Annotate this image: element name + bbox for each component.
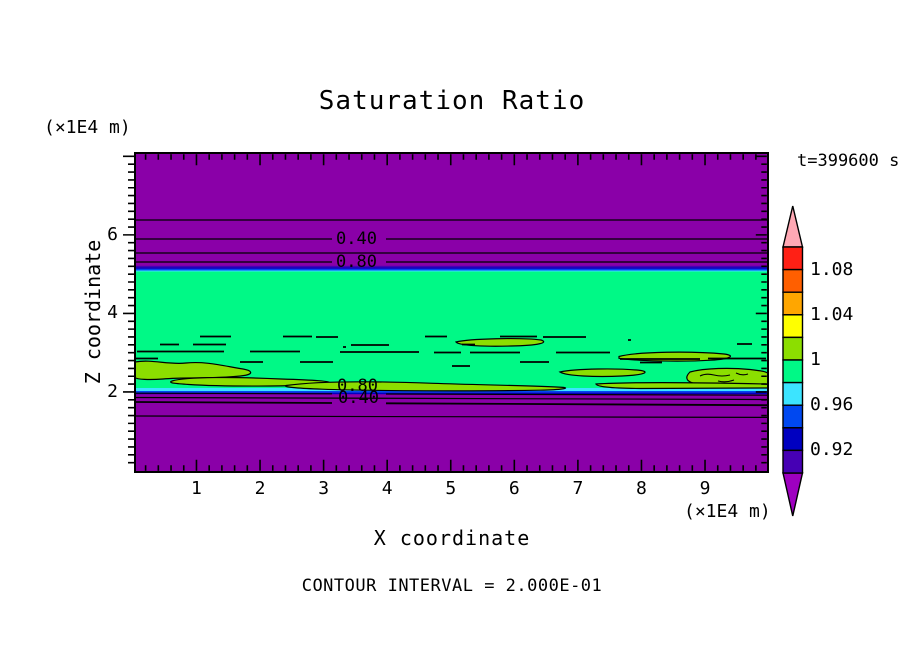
contour-field [134,153,769,472]
colorbar-tick-label: 1.04 [810,303,854,325]
z-tick-label: 6 [107,223,118,245]
colorbar-segment [782,336,804,361]
contour-label-080-lower: 0.80 [337,376,378,396]
plot-border [134,152,769,473]
x-tick-label: 3 [318,478,330,499]
contour-interval-caption: CONTOUR INTERVAL = 2.000E-01 [301,576,603,596]
colorbar-segment [782,427,804,452]
colorbar-segment [782,291,804,316]
x-tick-label: 2 [254,478,266,499]
colorbar-tick-label: 0.96 [810,394,854,416]
x-tick-label: 5 [445,478,457,499]
x-axis-title: X coordinate [373,526,531,550]
colorbar-tick-label: 1.08 [810,258,854,280]
z-tick-label: 2 [107,380,118,402]
z-tick-label: 4 [107,302,118,324]
colorbar-segment [782,246,804,271]
colorbar-segment [782,449,804,474]
colorbar-segment [782,359,804,384]
x-tick-label: 9 [699,478,711,499]
contour-dashes [135,335,766,367]
time-annotation: t=399600 s [797,151,900,171]
x-tick-label: 1 [191,478,202,499]
contour-label-040-upper: 0.40 [336,228,377,249]
colorbar-below-range-arrow [782,472,804,517]
x-tick-label: 6 [508,478,520,499]
colorbar-segment [782,268,804,293]
axis-ticks [123,154,767,471]
colorbar-tick-label: 1 [810,349,821,370]
colorbar-segment [782,314,804,339]
colorbar-segment [782,404,804,429]
colorbar-segment [782,381,804,406]
x-tick-label: 8 [636,478,647,499]
contour-lines [134,219,769,418]
x-tick-label: 4 [381,478,393,499]
x-axis-unit-label: (×1E4 m) [684,501,771,522]
page-title: Saturation Ratio [318,86,586,116]
x-tick-label: 7 [572,478,584,499]
contour-squiggles [699,372,749,383]
contour-label-080-upper: 0.80 [336,251,377,272]
supersaturated-lenses [134,338,769,392]
colorbar-tick-label: 0.92 [810,439,854,461]
contour-line-04-lower [134,401,769,407]
z-axis-unit-label: (×1E4 m) [44,117,131,138]
colorbar [782,205,804,517]
contour-label-040-lower: 0.40 [338,388,379,408]
colorbar-above-range-arrow [782,205,804,248]
